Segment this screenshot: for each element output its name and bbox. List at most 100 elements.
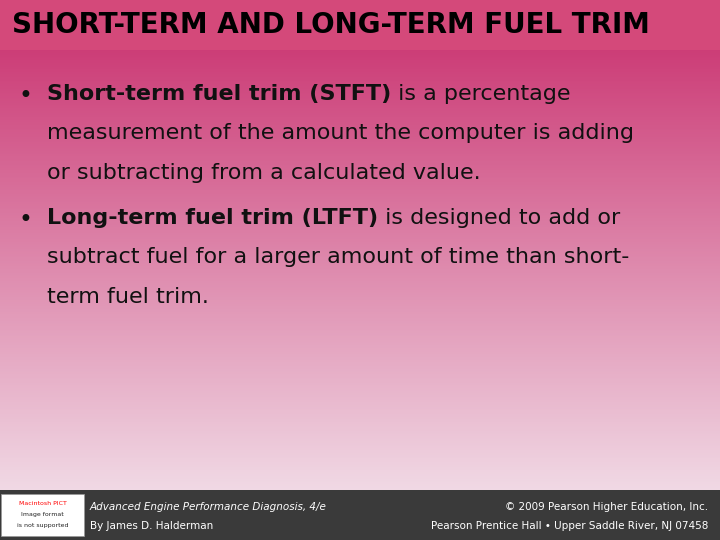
Bar [0,79,720,81]
Bar [0,269,720,272]
Text: is a percentage: is a percentage [391,84,570,104]
Bar [0,57,720,59]
Bar [0,371,720,373]
Bar [0,383,720,385]
Bar [0,463,720,465]
Bar [0,444,720,447]
Bar [0,98,720,100]
Bar [0,292,720,294]
Bar [0,180,720,183]
Bar [0,302,720,305]
Bar [0,325,720,327]
Bar [0,55,720,57]
Bar [0,436,720,438]
Text: Long-term fuel trim (LTFT): Long-term fuel trim (LTFT) [47,208,378,228]
Bar [0,118,720,120]
Bar [0,213,720,215]
Bar [0,261,720,263]
Bar [0,312,720,315]
Bar [0,393,720,395]
Bar [0,359,720,361]
Bar [0,338,720,340]
Text: SHORT-TERM AND LONG-TERM FUEL TRIM: SHORT-TERM AND LONG-TERM FUEL TRIM [12,11,649,39]
Bar [0,455,720,457]
Text: Image format: Image format [21,512,64,517]
Bar [0,287,720,289]
Bar [0,89,720,91]
Bar [0,316,720,318]
Bar [0,462,720,464]
Bar [0,211,720,213]
Bar [0,214,720,217]
Bar [0,120,720,123]
Bar [0,242,720,244]
Bar [0,147,720,150]
Bar [0,352,720,354]
Bar [0,92,720,95]
Bar [0,132,720,134]
Bar [0,105,720,107]
Bar [0,396,720,399]
Bar [0,419,720,421]
Bar [0,251,720,253]
Bar [0,239,720,241]
Bar [0,53,720,56]
Bar [0,245,720,248]
Bar [0,429,720,431]
Text: •: • [18,208,32,232]
Bar [0,230,720,232]
Bar [0,374,720,376]
Bar [0,185,720,187]
Bar [0,232,720,234]
Bar [0,206,720,208]
Text: Macintosh PICT: Macintosh PICT [19,501,66,507]
Bar [0,125,720,127]
Bar [0,178,720,181]
Bar [0,60,720,62]
Bar [0,364,720,366]
Bar [0,350,720,353]
Bar [0,256,720,258]
Bar [0,409,720,411]
Bar [0,361,720,363]
Bar [0,271,720,273]
Bar [0,108,720,110]
Bar [0,192,720,194]
Bar [0,392,720,394]
Bar [0,244,720,246]
Bar [0,122,720,124]
Bar [0,377,720,380]
Bar [0,276,720,279]
Bar [0,170,720,172]
Bar [0,67,720,69]
Bar [0,474,720,476]
Bar [0,58,720,60]
Bar [0,467,720,469]
Bar [0,410,720,413]
Bar [0,412,720,414]
Bar [0,379,720,382]
Bar [0,166,720,168]
Bar [0,307,720,309]
Bar [0,278,720,280]
Bar [0,194,720,196]
Bar [0,384,720,387]
Bar [0,426,720,428]
Bar [0,91,720,93]
Bar [0,347,720,349]
Bar [0,235,720,238]
Bar [0,450,720,452]
Bar [0,488,720,490]
Bar [0,472,720,474]
Bar [0,297,720,299]
Bar [0,479,720,481]
Bar [0,438,720,440]
Bar [0,227,720,229]
Bar [0,434,720,436]
Bar [0,490,720,540]
Bar [0,333,720,335]
Bar [0,421,720,423]
Bar [0,82,720,85]
Bar [0,318,720,320]
Bar [0,288,720,291]
